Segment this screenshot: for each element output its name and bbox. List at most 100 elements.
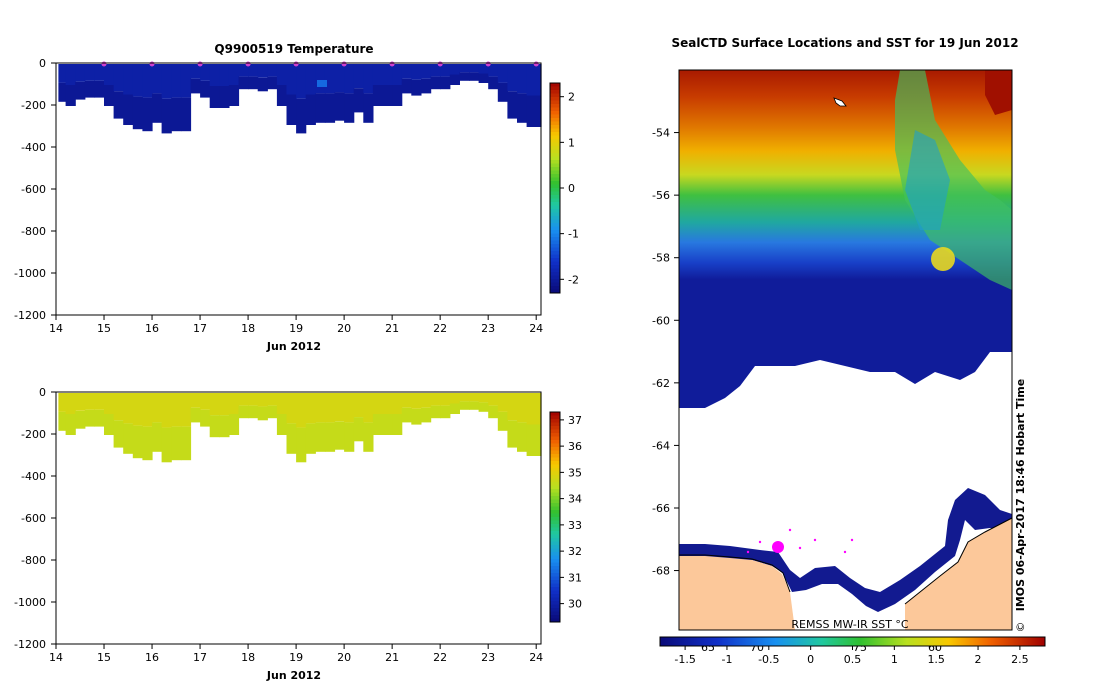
profile-cell	[228, 393, 240, 414]
colorbar-segment	[550, 132, 560, 136]
map-y-tick-label: -64	[652, 439, 670, 452]
profile-cell	[190, 393, 201, 408]
profile-cell	[113, 91, 124, 119]
profile-cell	[65, 85, 76, 106]
profile-cell	[344, 64, 355, 94]
colorbar-segment	[550, 545, 560, 549]
profile-cell	[315, 393, 326, 423]
y-tick-label: -400	[21, 141, 46, 154]
sst-colorbar-tick-label: 1.5	[927, 653, 945, 666]
profile-cell	[296, 427, 307, 463]
colorbar-segment	[550, 531, 560, 535]
profile-cell	[84, 64, 95, 81]
profile-cell	[430, 405, 441, 419]
map-title: SealCTD Surface Locations and SST for 19…	[671, 36, 1018, 50]
colorbar-segment	[550, 443, 560, 448]
profile-cell	[344, 422, 355, 452]
profile-cell	[113, 393, 124, 421]
profile-cell	[469, 401, 480, 410]
colorbar-segment	[550, 555, 560, 560]
profile-cell	[430, 393, 441, 406]
y-tick-label: -1000	[14, 596, 46, 609]
colorbar-tick-label: 32	[568, 545, 582, 558]
colorbar-segment	[550, 485, 560, 490]
colorbar-segment	[550, 198, 560, 203]
profile-cell	[171, 97, 182, 132]
surface-marker	[341, 61, 347, 67]
profile-cell	[123, 393, 134, 424]
profile-cell	[123, 94, 134, 125]
profile-cell	[488, 76, 499, 90]
colorbar-segment	[550, 114, 560, 119]
temperature-cells	[58, 64, 542, 134]
profile-cell	[526, 393, 536, 425]
colorbar-segment	[550, 412, 560, 416]
seal-location-point	[843, 550, 847, 554]
colorbar-segment	[550, 153, 560, 157]
profile-cell	[469, 72, 480, 81]
profile-cell	[132, 96, 143, 130]
profile-cell	[267, 64, 278, 77]
colorbar-segment	[550, 587, 560, 591]
colorbar-segment	[550, 209, 560, 213]
profile-cell	[382, 64, 393, 85]
profile-cell	[180, 64, 192, 98]
profile-cell	[84, 409, 95, 427]
colorbar-segment	[550, 594, 560, 598]
profile-cell	[392, 64, 403, 85]
profile-cell	[58, 393, 67, 412]
profile-cell	[75, 410, 86, 429]
sst-colorbar-tick-label: -0.5	[758, 653, 779, 666]
colorbar-segment	[550, 559, 560, 563]
profile-cell	[152, 393, 163, 423]
colorbar-tick-label: -2	[568, 273, 579, 286]
profile-cell	[142, 64, 153, 98]
profile-cell	[507, 64, 518, 92]
colorbar-segment	[550, 230, 560, 234]
profile-cell	[104, 393, 115, 414]
profile-cell	[315, 93, 326, 123]
sst-colorbar-tick-label: 0	[807, 653, 814, 666]
profile-cell	[411, 64, 422, 80]
profile-cell	[200, 393, 211, 410]
surface-marker	[245, 61, 251, 67]
warm-patch	[985, 70, 1012, 115]
colorbar-tick-label: 33	[568, 519, 582, 532]
colorbar-segment	[550, 478, 560, 483]
profile-cell	[276, 414, 288, 435]
profile-cell	[180, 393, 192, 427]
colorbar-segment	[550, 240, 560, 245]
profile-cell	[344, 393, 355, 423]
colorbar-segment	[550, 286, 560, 290]
sst-colorbar-tick-label: 1	[891, 653, 898, 666]
x-tick-label: 14	[49, 651, 63, 664]
colorbar-segment	[550, 142, 560, 147]
profile-cell	[142, 426, 153, 461]
colorbar-segment	[550, 247, 560, 252]
profile-cell	[488, 64, 499, 77]
colorbar-segment	[550, 212, 560, 217]
profile-cell	[535, 64, 542, 96]
profile-cell	[372, 64, 384, 85]
colorbar-segment	[550, 573, 560, 577]
colorbar-segment	[550, 538, 560, 542]
colorbar-frame	[549, 411, 561, 623]
colorbar-segment	[550, 156, 560, 161]
colorbar-segment	[550, 604, 560, 609]
colorbar-segment	[550, 216, 560, 220]
colorbar-segment	[550, 524, 560, 528]
seal-location-point	[758, 540, 762, 544]
colorbar-segment	[550, 468, 560, 472]
surface-marker	[533, 61, 539, 67]
profile-cell	[497, 82, 508, 102]
colorbar-segment	[550, 237, 560, 241]
imos-credit: IMOS 06-Apr-2017 18:46 Hobart Time	[1014, 379, 1027, 611]
profile-cell	[84, 393, 95, 410]
profile-cell	[392, 85, 403, 106]
x-tick-label: 15	[97, 651, 111, 664]
colorbar-segment	[550, 272, 560, 276]
profile-cell	[65, 64, 76, 85]
map-y-tick-label: -58	[652, 252, 670, 265]
profile-cell	[421, 393, 432, 408]
